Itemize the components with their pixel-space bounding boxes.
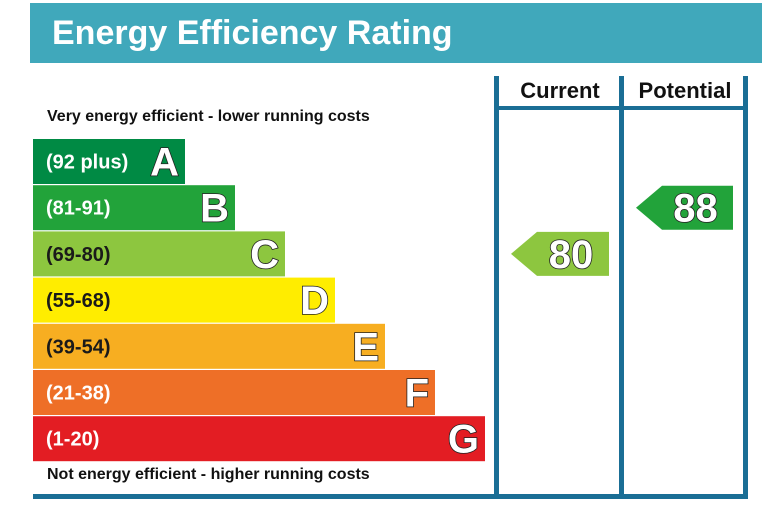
band-bar-c	[33, 231, 285, 277]
band-bar-b	[33, 185, 235, 231]
band-bar-d	[33, 277, 335, 323]
band-b: (81-91) B	[33, 185, 235, 231]
title-banner: Energy Efficiency Rating	[30, 3, 762, 63]
band-letter-c: C	[250, 233, 279, 277]
column-header-current: Current	[520, 78, 600, 103]
band-f: (21-38) F	[33, 370, 435, 416]
band-range-a: (92 plus)	[46, 152, 128, 174]
band-range-c: (69-80)	[46, 244, 110, 266]
potential-rating-value: 88	[673, 187, 718, 231]
band-letter-e: E	[352, 325, 379, 369]
band-letter-f: F	[405, 372, 429, 416]
band-range-b: (81-91)	[46, 198, 110, 220]
potential-arrow-shape	[636, 185, 733, 230]
frame-line-middle	[619, 76, 624, 498]
band-range-g: (1-20)	[46, 429, 99, 451]
chart-title: Energy Efficiency Rating	[52, 14, 453, 52]
band-bar-a	[33, 139, 185, 184]
caption-very-efficient: Very energy efficient - lower running co…	[47, 108, 370, 125]
frame-line-header	[494, 106, 748, 110]
band-letter-b: B	[200, 187, 229, 231]
frame-line-bottom	[33, 494, 748, 499]
band-bar-g	[33, 416, 485, 462]
band-g: (1-20) G	[33, 416, 485, 463]
frame-line-left	[494, 76, 499, 498]
band-letter-g: G	[448, 418, 479, 462]
band-range-d: (55-68)	[46, 290, 110, 312]
band-letter-a: A	[150, 141, 179, 185]
band-e: (39-54) E	[33, 323, 385, 370]
band-bar-f	[33, 370, 435, 415]
band-a: (92 plus) A	[33, 139, 185, 185]
current-arrow-shape	[511, 231, 609, 276]
column-header-potential: Potential	[638, 78, 732, 103]
band-c: (69-80) C	[33, 231, 285, 278]
band-letter-d: D	[300, 279, 329, 323]
band-d: (55-68) D	[33, 277, 335, 324]
frame-line-right	[743, 76, 748, 498]
current-rating-value: 80	[549, 233, 594, 277]
current-rating-arrow: 80	[511, 231, 609, 278]
potential-rating-arrow: 88	[636, 185, 733, 231]
band-bar-e	[33, 323, 385, 369]
caption-not-efficient: Not energy efficient - higher running co…	[47, 466, 370, 483]
band-range-e: (39-54)	[46, 336, 110, 358]
band-range-f: (21-38)	[46, 383, 110, 405]
